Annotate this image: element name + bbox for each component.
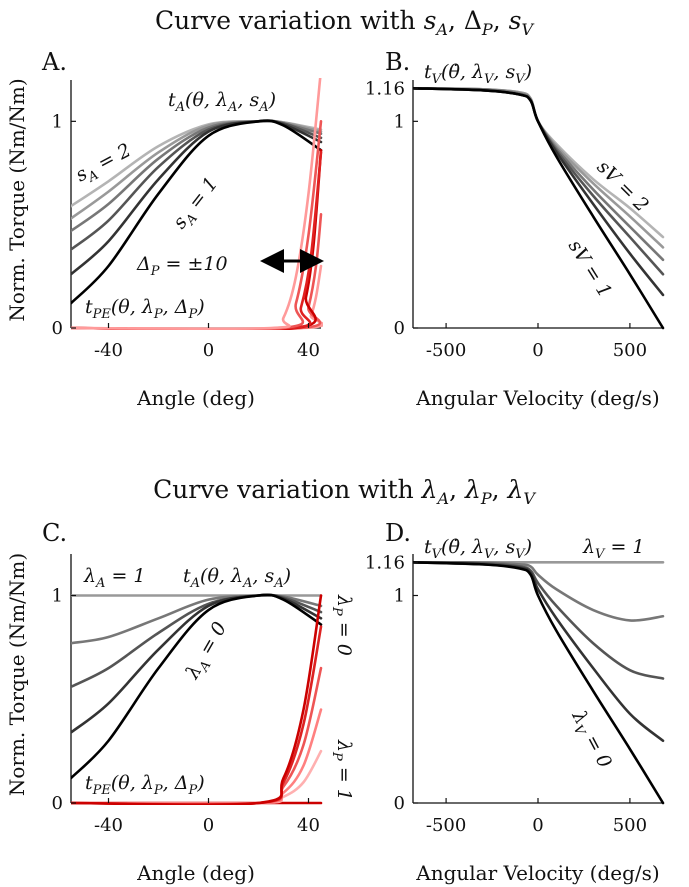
panel-c: C. -40 0 40 0 1 Angle (deg) Norm. Torque (Nm/N…: [5, 519, 355, 885]
x-tick-label: 40: [297, 340, 320, 361]
velocity-curve-2: [413, 561, 665, 743]
active-curve-label: tA(θ, λA, sA): [168, 89, 276, 115]
curves: [71, 593, 323, 805]
sv-1-label: sV = 1: [564, 236, 616, 302]
y-axis-label: Norm. Torque (Nm/Nm): [5, 78, 29, 321]
curves: [413, 86, 665, 330]
panel-label: C.: [42, 519, 67, 547]
sa-2-label: sA = 2: [72, 139, 137, 190]
y-axis-label: Norm. Torque (Nm/Nm): [5, 553, 29, 796]
active-curve-4: [71, 593, 323, 645]
lambda-a-1-label: λA = 1: [83, 565, 146, 591]
y-tick-label: 1: [394, 586, 405, 607]
x-tick-label: 40: [297, 815, 320, 836]
y-tick-label: 0: [52, 318, 63, 339]
y-tick-label: 0: [394, 318, 405, 339]
section-title-2: Curve variation with λA, λP, λV: [153, 475, 536, 508]
panel-b: B. -500 0 500 0 1 1.16 Angular Velocity (deg/s…: [365, 48, 665, 410]
active-curve-1: [71, 593, 323, 780]
plot-area: -40 0 40 0 1 Angle (deg) Norm. Torque (Nm/Nm): [5, 78, 323, 410]
panel-a: A. -40 0 40 0 1 Angle (deg) Norm. Torque (Nm/N…: [5, 48, 324, 410]
y-tick-label: 1: [394, 111, 405, 132]
x-axis-label: Angle (deg): [136, 861, 255, 885]
x-tick-label: -40: [94, 815, 123, 836]
velocity-curve-1: [413, 86, 665, 330]
x-tick-label: -40: [94, 340, 123, 361]
active-curve-label: tA(θ, λA, sA): [183, 565, 291, 591]
curves: [413, 560, 665, 805]
y-tick-label: 1: [52, 111, 63, 132]
x-tick-label: 500: [613, 815, 647, 836]
velocity-curve-6: [413, 86, 665, 239]
section-title-1: Curve variation with sA, ΔP, sV: [155, 6, 534, 39]
y-tick-label: 0: [52, 793, 63, 814]
y-tick-label: 0: [394, 793, 405, 814]
velocity-curve-label: tV(θ̇, λV, sV): [424, 536, 532, 562]
curves: [71, 78, 323, 330]
x-tick-label: 0: [203, 340, 214, 361]
x-tick-label: 0: [532, 340, 543, 361]
panel-label: D.: [385, 519, 411, 547]
passive-curve-label: tPE(θ, λP, ΔP): [85, 296, 205, 322]
plot-area: -500 0 500 0 1 1.16 Angular Velocity (deg/s): [365, 78, 665, 410]
y-tick-label: 1.16: [365, 78, 405, 99]
y-tick-label: 1: [52, 586, 63, 607]
plot-area: -40 0 40 0 1 Angle (deg) Norm. Torque (Nm/Nm): [5, 553, 323, 885]
passive-curve-label: tPE(θ, λP, ΔP): [85, 772, 205, 798]
passive-curve-1: [71, 78, 322, 330]
lambda-p-0-label: λP = 0: [329, 594, 355, 656]
panel-label: A.: [41, 48, 67, 76]
x-tick-label: 0: [203, 815, 214, 836]
velocity-curve-1: [413, 561, 665, 805]
plot-area: -500 0 500 0 1 1.16 Angular Velocity (deg/s): [365, 552, 665, 885]
velocity-curve-label: tV(θ̇, λV, sV): [424, 61, 532, 87]
active-curve-1: [71, 119, 323, 305]
x-axis-label: Angular Velocity (deg/s): [415, 861, 659, 885]
x-axis-label: Angle (deg): [136, 386, 255, 410]
y-tick-label: 1.16: [365, 552, 405, 573]
x-tick-label: -500: [426, 340, 466, 361]
sa-1-label: sA = 1: [169, 173, 226, 236]
x-tick-label: -500: [426, 815, 466, 836]
x-tick-label: 0: [532, 815, 543, 836]
panel-label: B.: [385, 48, 410, 76]
delta-p-label: ΔP = ±10: [136, 253, 228, 279]
x-axis-label: Angular Velocity (deg/s): [415, 386, 659, 410]
lambda-v-1-label: λV = 1: [582, 536, 645, 562]
panel-d: D. -500 0 500 0 1 1.16 Angular Velocity (deg/s…: [365, 519, 665, 885]
passive-curve-1: [71, 594, 323, 805]
lambda-p-1-label: λP = 1: [329, 739, 355, 801]
active-curve-2: [71, 593, 323, 734]
x-tick-label: 500: [613, 340, 647, 361]
